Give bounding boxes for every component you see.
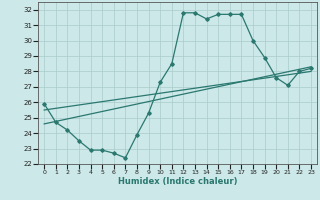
- X-axis label: Humidex (Indice chaleur): Humidex (Indice chaleur): [118, 177, 237, 186]
